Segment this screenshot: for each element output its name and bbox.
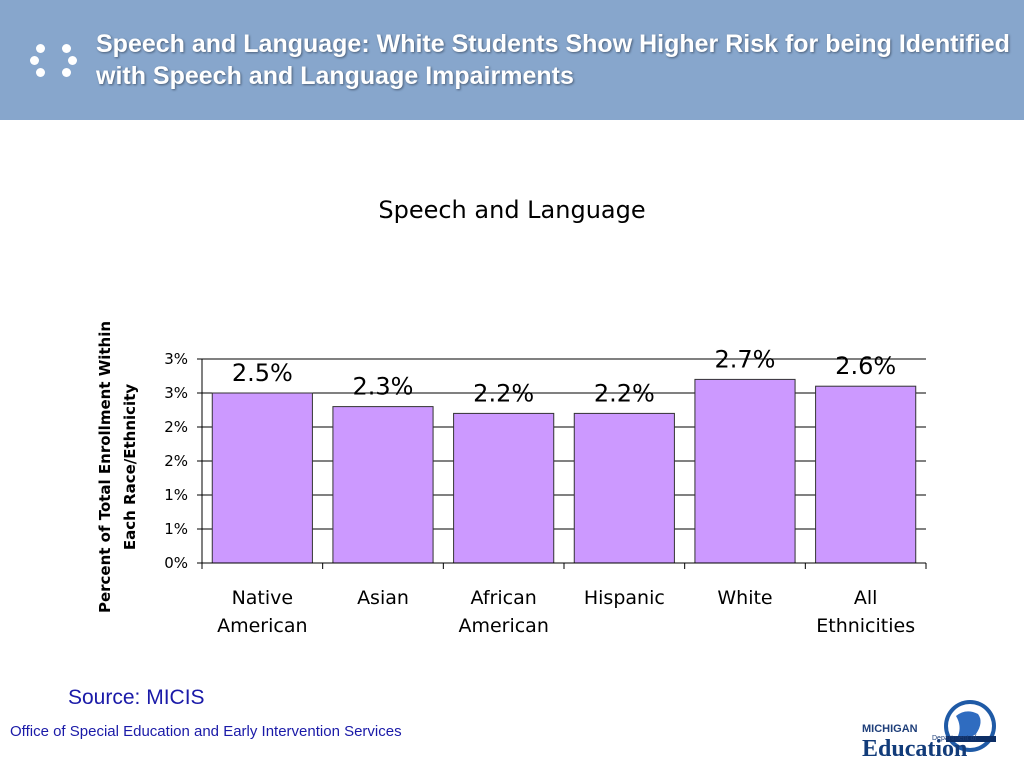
x-tick-label: Asian (357, 587, 409, 609)
logo-department-text: Department of (932, 735, 976, 742)
data-label: 2.6% (835, 352, 896, 380)
y-tick-label: 2% (164, 452, 188, 470)
y-tick-label: 3% (164, 350, 188, 368)
data-label: 2.2% (594, 379, 655, 407)
bar (573, 412, 675, 564)
x-tick-label: All (854, 587, 878, 609)
bar (332, 406, 434, 564)
logo-michigan-text: MICHIGAN (862, 723, 918, 735)
x-tick-label: Ethnicities (816, 615, 915, 637)
y-tick-label: 0% (164, 554, 188, 572)
x-tick-label: White (717, 587, 772, 609)
bar (211, 392, 313, 564)
data-label: 2.7% (715, 345, 776, 373)
slide-title: Speech and Language: White Students Show… (96, 30, 1010, 90)
bars (211, 378, 917, 564)
y-axis-title-line: Percent of Total Enrollment Within (96, 321, 114, 613)
y-tick-label: 3% (164, 384, 188, 402)
x-tick-label: Native (232, 587, 294, 609)
y-axis-title: Percent of Total Enrollment Within Each R… (96, 321, 139, 613)
x-tick-label: American (458, 615, 548, 637)
y-axis-title-line: Each Race/Ethnicity (121, 384, 139, 550)
michigan-education-logo: MICHIGAN Department of Education (862, 700, 996, 762)
data-label: 2.2% (473, 379, 534, 407)
axes (197, 358, 927, 569)
data-label: 2.5% (232, 359, 293, 387)
data-label: 2.3% (353, 373, 414, 401)
x-tick-label: African (471, 587, 537, 609)
y-tick-label: 1% (164, 520, 188, 538)
labels: 0% 1% 1% 2% 2% 3% 3% 2.5% Native American 2.3% Asia… (164, 345, 915, 637)
bar (453, 412, 555, 564)
y-tick-label: 2% (164, 418, 188, 436)
bullet-dots-icon (30, 42, 90, 82)
source-note: Source: MICIS (68, 686, 205, 709)
x-tick-label: Hispanic (584, 587, 665, 609)
bar (815, 385, 917, 564)
y-tick-label: 1% (164, 486, 188, 504)
chart-title: Speech and Language (378, 196, 646, 224)
x-tick-label: American (217, 615, 307, 637)
slide-header: Speech and Language: White Students Show… (0, 0, 1024, 120)
bar (694, 378, 796, 564)
footer-text: Office of Special Education and Early In… (10, 723, 402, 740)
logo-education-text: Education (862, 736, 967, 762)
